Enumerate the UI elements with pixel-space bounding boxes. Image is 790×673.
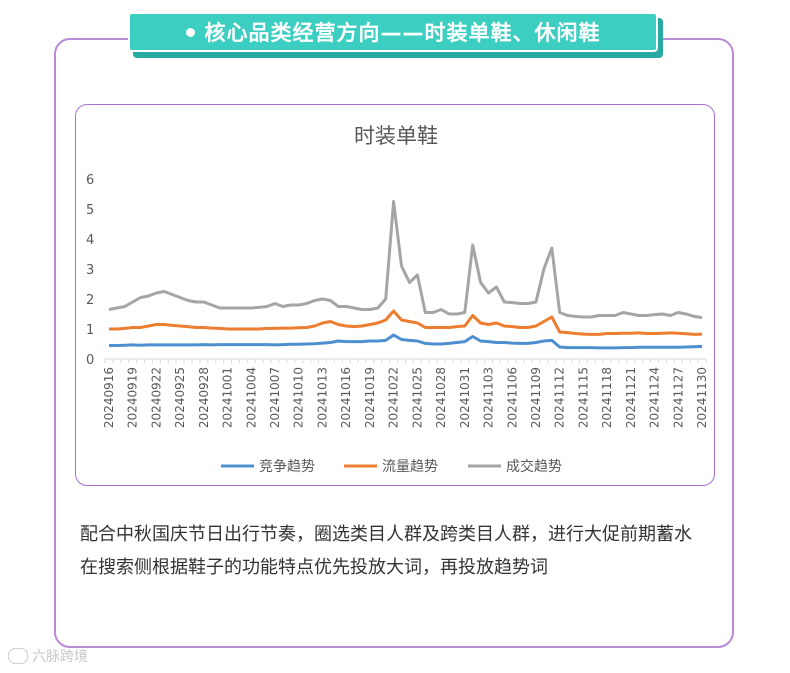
series-lines [108,200,703,350]
x-tick-label: 20241109 [529,367,543,428]
x-tick-label: 20241118 [600,367,614,428]
description-line: 配合中秋国庆节日出行节奏，圈选类目人群及跨类目人群，进行大促前期蓄水 [80,524,692,545]
y-axis: 0 1 2 3 4 5 6 [86,173,94,368]
x-axis: 20240916 20240919 20240922 20240925 20240928… [102,358,709,428]
watermark-logo-icon [8,648,28,664]
y-tick-label: 5 [86,203,94,218]
x-tick-label: 20241115 [576,367,590,428]
x-tick-label: 20240922 [149,367,163,428]
watermark: 六脉跨境 [8,646,88,666]
x-tick-label: 20241022 [387,367,401,428]
x-tick-label: 20241016 [339,367,353,428]
x-tick-label: 20241124 [648,367,662,428]
legend-label: 流量趋势 [382,459,438,475]
y-tick-label: 3 [86,263,94,278]
legend: 竞争趋势 流量趋势 成交趋势 [221,458,562,475]
title-banner: 核心品类经营方向——时装单鞋、休闲鞋 [128,12,658,52]
y-tick-label: 6 [86,173,94,188]
section-title: 核心品类经营方向——时装单鞋、休闲鞋 [204,21,601,45]
x-tick-label: 20241103 [482,367,496,428]
x-tick-label: 20241031 [458,367,472,428]
description: 配合中秋国庆节日出行节奏，圈选类目人群及跨类目人群，进行大促前期蓄水 在搜索侧根… [80,518,720,584]
x-tick-label: 20240925 [173,367,187,428]
x-tick-label: 20241130 [695,367,709,428]
chart-title: 时装单鞋 [354,124,438,148]
x-tick-label: 20241004 [244,367,258,428]
x-tick-label: 20241106 [505,367,519,428]
x-tick-label: 20241013 [315,367,329,428]
x-tick-label: 20241019 [363,367,377,428]
y-tick-label: 2 [86,293,94,308]
y-tick-label: 1 [86,323,94,338]
series-line [109,333,703,350]
x-tick-label: 20240916 [102,367,116,428]
x-tick-label: 20241121 [624,367,638,428]
description-line: 在搜索侧根据鞋子的功能特点优先投放大词，再投放趋势词 [80,557,548,578]
bullet-dot-icon [185,27,195,37]
x-tick-label: 20241001 [221,367,235,428]
x-tick-label: 20241112 [553,367,567,428]
x-tick-label: 20241025 [410,367,424,428]
x-tick-label: 20241007 [268,367,282,428]
x-tick-label: 20241010 [292,367,306,428]
y-tick-label: 0 [86,353,94,368]
legend-label: 竞争趋势 [259,458,315,475]
x-tick-label: 20240928 [197,367,211,428]
x-tick-label: 20240919 [126,367,140,428]
watermark-text: 六脉跨境 [32,649,88,665]
series-line [108,200,703,320]
x-tick-label: 20241127 [671,367,685,428]
series-line [109,309,703,336]
x-tick-label: 20241028 [434,367,448,428]
legend-label: 成交趋势 [506,458,562,475]
y-tick-label: 4 [86,233,94,248]
